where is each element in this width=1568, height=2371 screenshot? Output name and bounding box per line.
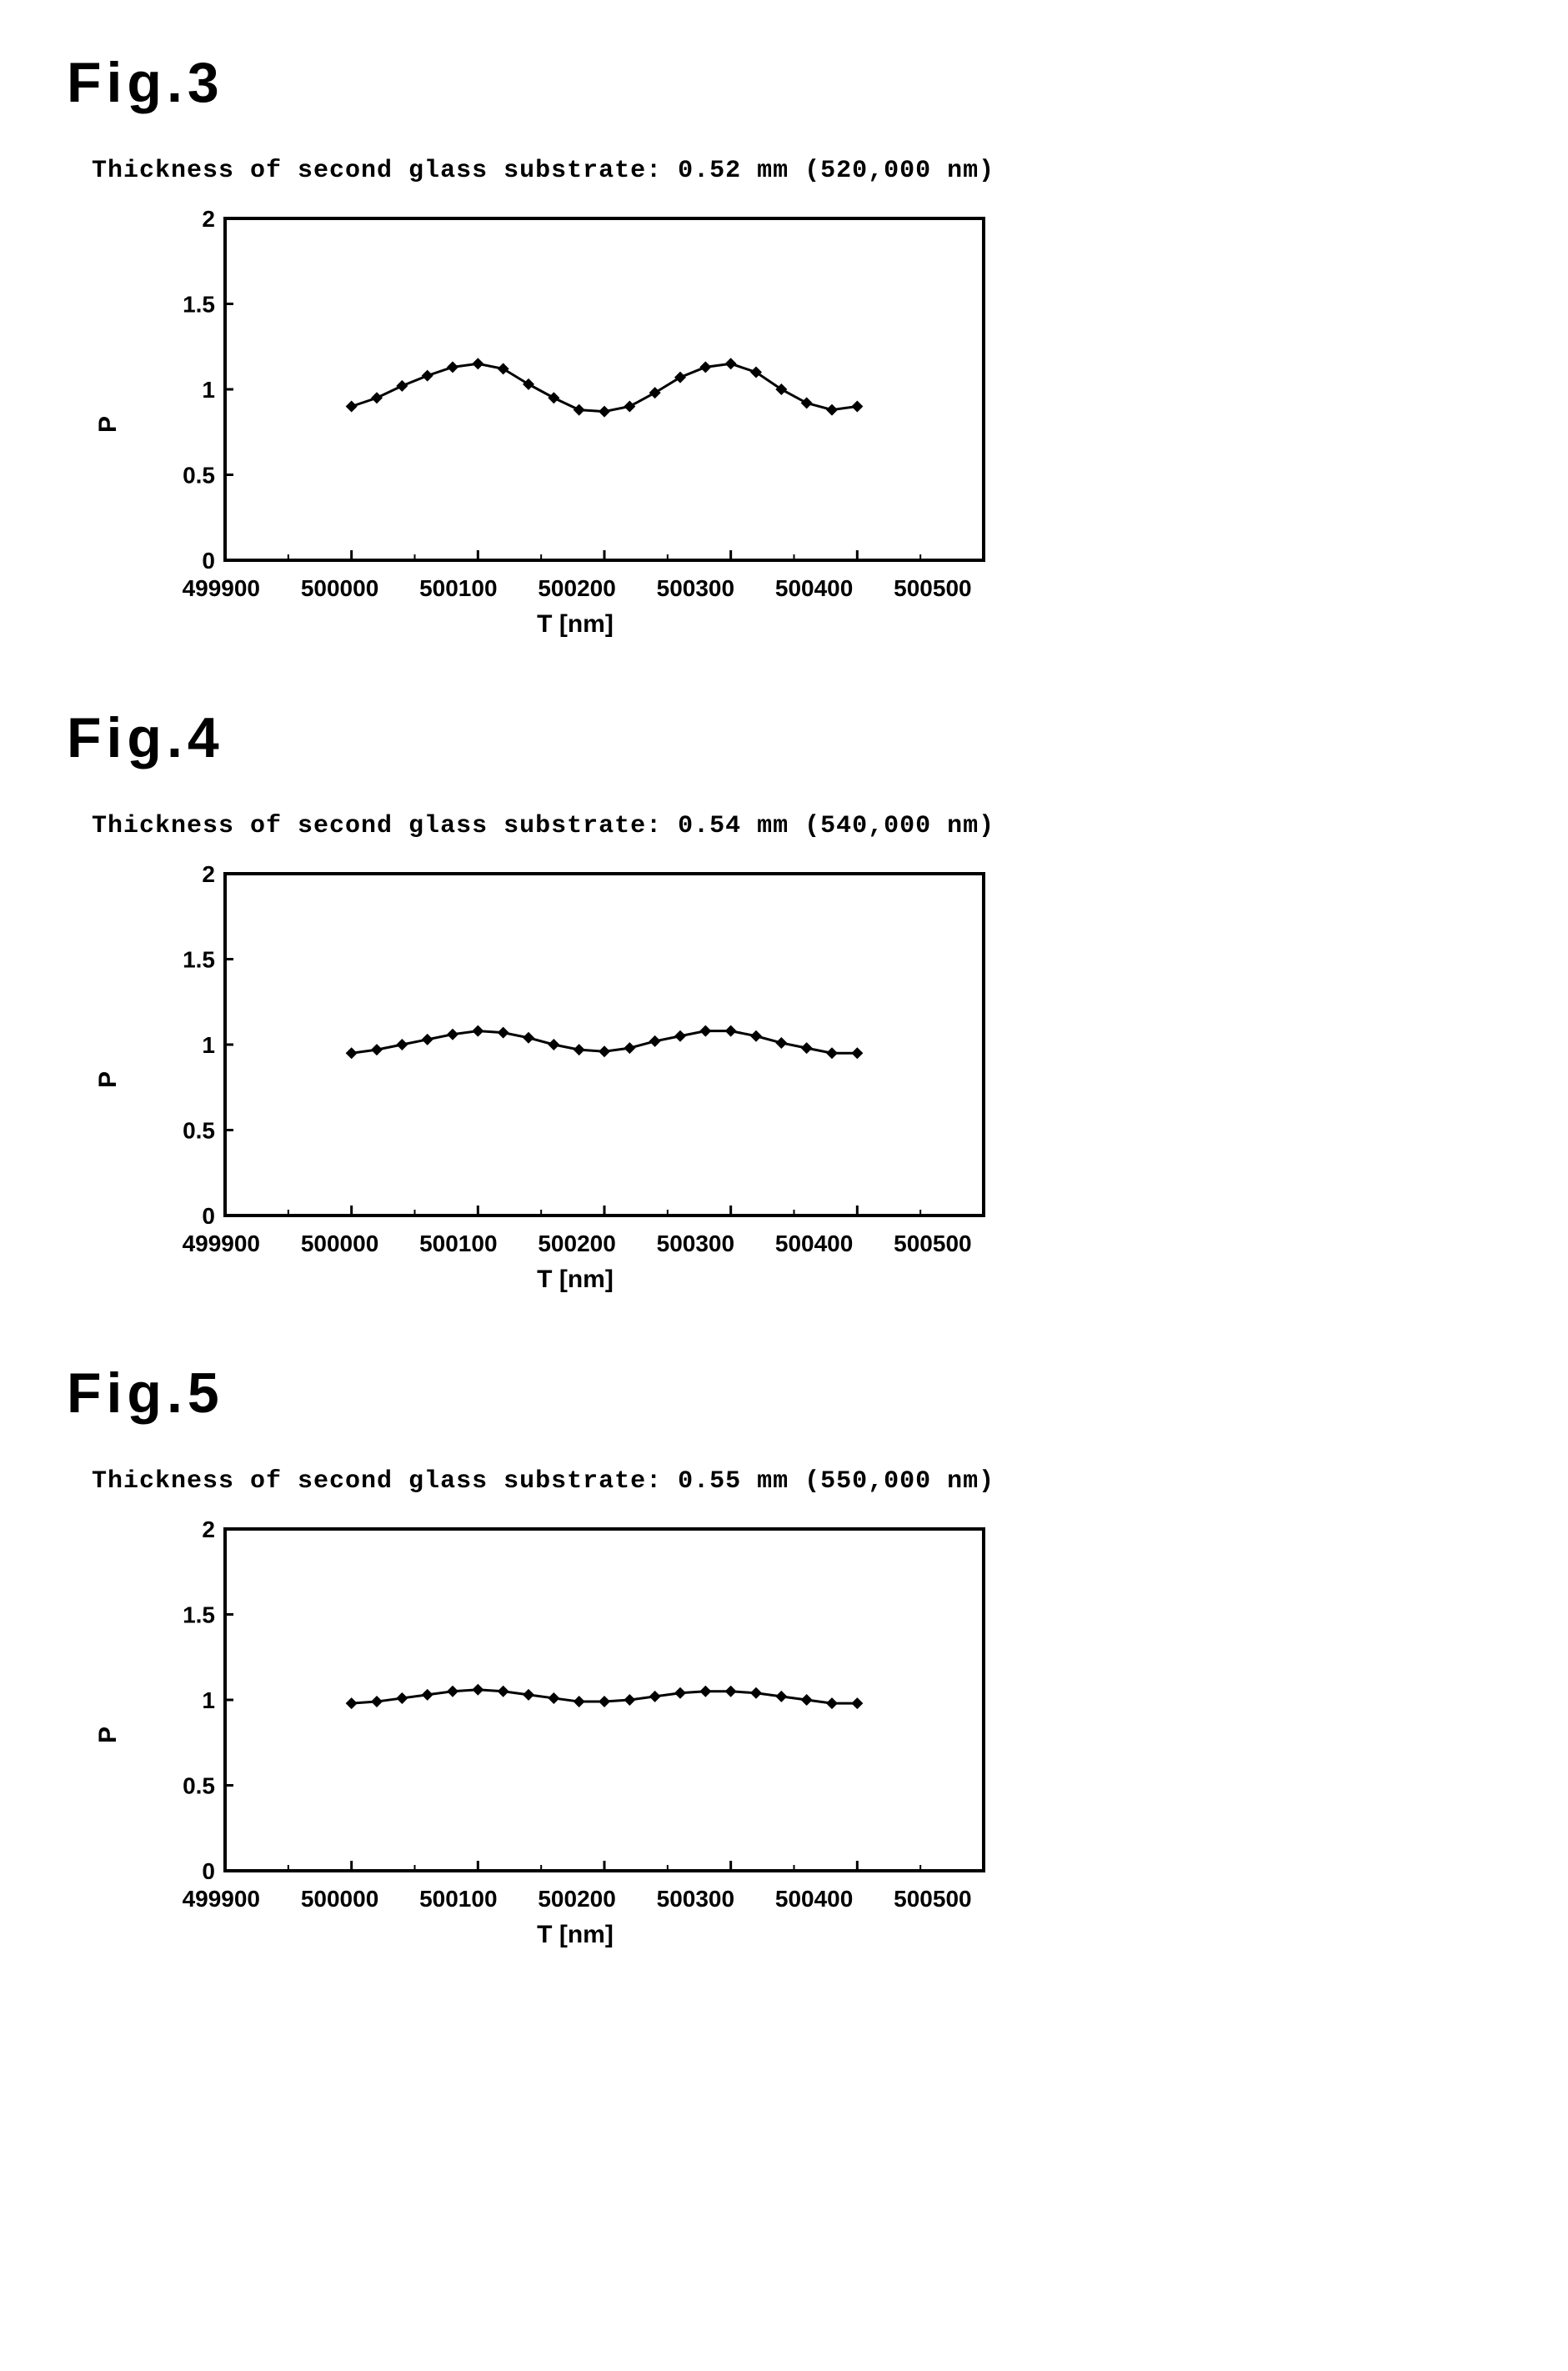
chart-plot: 0 0.5 1 1.5 2 — [158, 865, 992, 1224]
x-tick-label: 500200 — [518, 575, 636, 602]
figure-3: Fig.3 Thickness of second glass substrate… — [67, 50, 1501, 639]
y-tick-label: 1 — [202, 1687, 215, 1713]
x-axis-label: T [nm] — [158, 1921, 992, 1949]
x-tick-label: 500300 — [636, 1231, 754, 1257]
x-tick-label: 500000 — [280, 1886, 398, 1912]
x-tick-label: 500000 — [280, 1231, 398, 1257]
plot-border — [225, 218, 984, 560]
x-tick-label: 500100 — [399, 1231, 518, 1257]
x-tick-label: 499900 — [162, 1231, 280, 1257]
figure-5: Fig.5 Thickness of second glass substrate… — [67, 1361, 1501, 1949]
y-tick-label: 0 — [202, 548, 215, 569]
chart-plot: 0 0.5 1 1.5 2 — [158, 1521, 992, 1879]
figure-title: Fig.4 — [67, 705, 1501, 770]
x-tick-label: 500500 — [874, 575, 992, 602]
y-tick-label: 1.5 — [183, 1602, 215, 1628]
x-axis-label: T [nm] — [158, 610, 992, 639]
y-axis-label: P — [94, 1071, 123, 1088]
x-tick-label: 500300 — [636, 1886, 754, 1912]
y-tick-label: 1 — [202, 1032, 215, 1058]
chart-wrapper: P00.511.52499900500000500100500200500300… — [158, 210, 1501, 639]
x-tick-label: 500300 — [636, 575, 754, 602]
chart-wrapper: P00.511.52499900500000500100500200500300… — [158, 865, 1501, 1294]
y-tick-label: 1.5 — [183, 947, 215, 973]
x-tick-label: 500500 — [874, 1886, 992, 1912]
y-tick-label: 2 — [202, 210, 215, 232]
x-tick-label: 500100 — [399, 575, 518, 602]
figure-subtitle: Thickness of second glass substrate: 0.5… — [92, 812, 1501, 840]
chart-plot: 0 0.5 1 1.5 2 — [158, 210, 992, 569]
x-tick-label: 500400 — [754, 1886, 873, 1912]
y-tick-label: 0.5 — [183, 1118, 215, 1144]
y-tick-label: 0 — [202, 1203, 215, 1224]
x-tick-label: 500000 — [280, 575, 398, 602]
x-tick-label: 500400 — [754, 575, 873, 602]
plot-border — [225, 874, 984, 1216]
y-tick-label: 0.5 — [183, 1773, 215, 1799]
x-tick-label: 500400 — [754, 1231, 873, 1257]
y-tick-label: 2 — [202, 1521, 215, 1542]
figure-title: Fig.5 — [67, 1361, 1501, 1426]
y-axis-label: P — [94, 416, 123, 433]
figure-title: Fig.3 — [67, 50, 1501, 115]
x-tick-label: 500200 — [518, 1231, 636, 1257]
x-tick-labels: 4999005000005001005002005003005004005005… — [158, 1231, 992, 1257]
y-tick-label: 2 — [202, 865, 215, 887]
x-tick-label: 500200 — [518, 1886, 636, 1912]
x-tick-label: 500100 — [399, 1886, 518, 1912]
x-tick-labels: 4999005000005001005002005003005004005005… — [158, 1886, 992, 1912]
x-tick-label: 500500 — [874, 1231, 992, 1257]
x-tick-label: 499900 — [162, 575, 280, 602]
x-tick-label: 499900 — [162, 1886, 280, 1912]
y-tick-label: 0.5 — [183, 463, 215, 489]
figure-subtitle: Thickness of second glass substrate: 0.5… — [92, 157, 1501, 185]
figure-subtitle: Thickness of second glass substrate: 0.5… — [92, 1467, 1501, 1496]
y-axis-label: P — [94, 1727, 123, 1743]
y-tick-label: 0 — [202, 1858, 215, 1879]
y-tick-label: 1.5 — [183, 292, 215, 318]
x-axis-label: T [nm] — [158, 1266, 992, 1294]
y-tick-label: 1 — [202, 377, 215, 403]
chart-wrapper: P00.511.52499900500000500100500200500300… — [158, 1521, 1501, 1949]
x-tick-labels: 4999005000005001005002005003005004005005… — [158, 575, 992, 602]
figure-4: Fig.4 Thickness of second glass substrate… — [67, 705, 1501, 1294]
